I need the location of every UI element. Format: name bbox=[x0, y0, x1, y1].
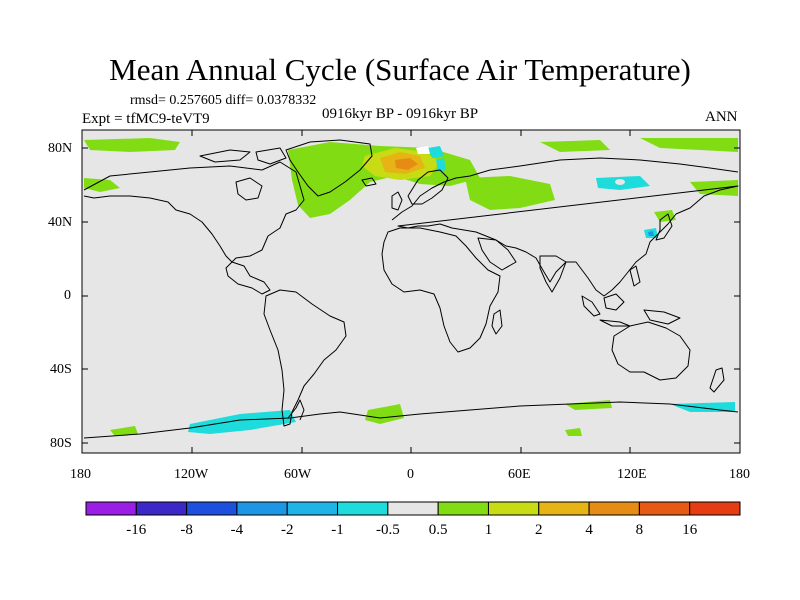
anomaly-green-siberia bbox=[465, 176, 555, 210]
anomaly-green-arctic-mid bbox=[540, 140, 610, 152]
lon-tick-120w: 120W bbox=[174, 467, 209, 482]
coastline-australia bbox=[611, 321, 691, 381]
colorbar-label: 16 bbox=[682, 522, 698, 538]
coastline-canadian-archipelago bbox=[199, 149, 251, 163]
coastline-sumatra bbox=[581, 295, 601, 317]
lon-tick-60w: 60W bbox=[284, 467, 312, 482]
coastline-south-america bbox=[263, 289, 347, 427]
colorbar-box bbox=[186, 501, 238, 516]
lat-tick-0: 0 bbox=[64, 288, 71, 303]
lat-tick-80s: 80S bbox=[50, 436, 72, 451]
colorbar-box bbox=[387, 501, 439, 516]
colorbar-box bbox=[85, 501, 137, 516]
colorbar: -16 -8 -4 -2 -1 -0.5 0.5 1 2 4 8 16 bbox=[85, 501, 741, 538]
colorbar-label: 2 bbox=[535, 522, 543, 538]
coastline-new-guinea bbox=[643, 309, 681, 325]
anomaly-dark-orange-norwegian-sea bbox=[395, 158, 418, 170]
colorbar-box bbox=[135, 501, 188, 516]
plot-title: Mean Annual Cycle (Surface Air Temperatu… bbox=[109, 52, 691, 87]
colorbar-label: 1 bbox=[485, 522, 493, 538]
colorbar-box bbox=[236, 501, 288, 516]
lon-tick-180w: 180 bbox=[70, 467, 91, 482]
coastline-greenland bbox=[285, 139, 373, 197]
colorbar-label: -8 bbox=[180, 522, 193, 538]
colorbar-box bbox=[538, 501, 590, 516]
colorbar-box bbox=[588, 501, 640, 516]
coastline-new-zealand bbox=[709, 367, 725, 393]
anomaly-cyan-svalbard bbox=[436, 158, 446, 172]
coastline-british-isles bbox=[391, 191, 403, 211]
colorbar-box bbox=[337, 501, 389, 516]
anomaly-green-alaska bbox=[84, 178, 120, 192]
anomaly-green-antarctic-small bbox=[565, 428, 582, 436]
coastline-iceland bbox=[361, 177, 377, 187]
coastline-antarctica bbox=[83, 401, 739, 439]
anomaly-blue-korea bbox=[648, 231, 654, 236]
colorbar-label: -16 bbox=[126, 522, 146, 538]
lat-tick-40n: 40N bbox=[48, 215, 73, 230]
coastline-antarctic-peninsula bbox=[287, 399, 305, 421]
experiment-label: Expt = tfMC9-teVT9 bbox=[82, 111, 210, 127]
lat-tick-40s: 40S bbox=[50, 362, 72, 377]
coastline-madagascar bbox=[491, 309, 503, 335]
axis-ticks bbox=[82, 130, 740, 453]
coastline-scandinavia bbox=[407, 169, 449, 205]
coastline-baffin bbox=[255, 147, 287, 165]
anomaly-green-antarctic-ross bbox=[110, 426, 138, 436]
coastlines bbox=[83, 139, 739, 439]
lat-tick-80n: 80N bbox=[48, 141, 73, 156]
anomaly-cyan-barents bbox=[428, 146, 444, 158]
coastline-north-america bbox=[83, 161, 305, 295]
coastline-hudson-bay bbox=[235, 177, 263, 201]
anomaly-white-arctic bbox=[416, 146, 430, 154]
anomaly-shading bbox=[84, 138, 738, 436]
colorbar-box bbox=[638, 501, 691, 516]
lon-tick-0: 0 bbox=[407, 467, 414, 482]
lon-tick-180e: 180 bbox=[729, 467, 750, 482]
coastline-india bbox=[539, 255, 567, 293]
colorbar-label: -1 bbox=[331, 522, 344, 538]
colorbar-label: 8 bbox=[636, 522, 644, 538]
coastline-africa bbox=[381, 227, 501, 353]
colorbar-box bbox=[286, 501, 339, 516]
season-label: ANN bbox=[705, 109, 738, 125]
lon-tick-60e: 60E bbox=[508, 467, 531, 482]
anomaly-green-antarctic-peninsula bbox=[365, 404, 404, 424]
anomaly-green-arctic-west bbox=[84, 138, 180, 152]
anomaly-green-east-siberia bbox=[690, 180, 738, 196]
anomaly-cyan-antarctic-amundsen bbox=[188, 410, 296, 434]
anomaly-white-spot bbox=[615, 179, 625, 185]
colorbar-label: -2 bbox=[281, 522, 294, 538]
colorbar-label: 0.5 bbox=[429, 522, 448, 538]
colorbar-label: 4 bbox=[585, 522, 593, 538]
period-label: 0916kyr BP - 0916kyr BP bbox=[322, 106, 479, 122]
anomaly-green-arctic-east bbox=[640, 138, 738, 152]
coastline-japan bbox=[655, 213, 673, 241]
stats-label: rmsd= 0.257605 diff= 0.0378332 bbox=[130, 93, 317, 108]
coastline-borneo bbox=[603, 293, 625, 311]
colorbar-box bbox=[689, 501, 741, 516]
colorbar-box bbox=[437, 501, 489, 516]
colorbar-label: -4 bbox=[231, 522, 244, 538]
colorbar-label: -0.5 bbox=[376, 522, 400, 538]
lon-tick-120e: 120E bbox=[617, 467, 647, 482]
colorbar-box bbox=[487, 501, 540, 516]
coastline-arabia bbox=[477, 237, 517, 271]
coastline-philippines bbox=[629, 265, 641, 287]
